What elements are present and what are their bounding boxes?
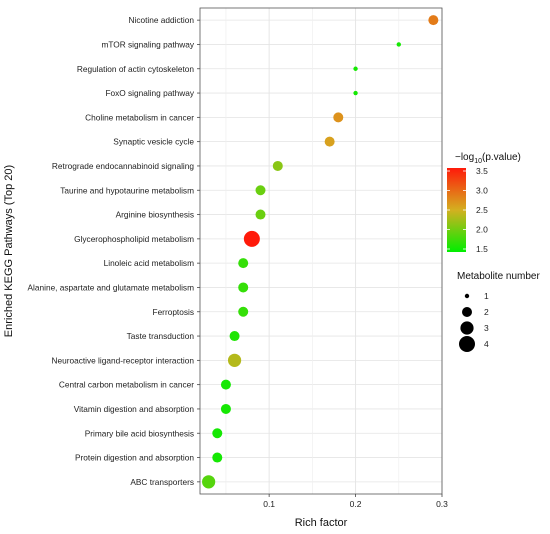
color-legend-label: 2.5 bbox=[476, 205, 488, 215]
size-legend-circle bbox=[464, 293, 470, 299]
size-legend-label: 1 bbox=[484, 291, 489, 301]
pathway-label: Choline metabolism in cancer bbox=[85, 112, 194, 122]
y-axis-labels: Nicotine addiction mTOR signaling pathway… bbox=[28, 15, 200, 487]
size-legend: Metabolite number 1 2 3 4 bbox=[457, 271, 540, 352]
data-point bbox=[333, 112, 344, 123]
size-legend-circle bbox=[462, 307, 472, 317]
size-legend-circle bbox=[459, 336, 475, 352]
size-legend-label: 3 bbox=[484, 323, 489, 333]
color-legend-label: 2.0 bbox=[476, 225, 488, 235]
pathway-label: Vitamin digestion and absorption bbox=[74, 404, 195, 414]
grid-layer bbox=[200, 8, 443, 494]
data-point bbox=[212, 452, 223, 463]
data-point bbox=[238, 282, 249, 293]
pathway-label: Taurine and hypotaurine metabolism bbox=[60, 185, 194, 195]
pathway-label: mTOR signaling pathway bbox=[101, 39, 194, 49]
pathway-label: Glycerophospholipid metabolism bbox=[74, 234, 194, 244]
pathway-label: ABC transporters bbox=[130, 477, 194, 487]
pathway-label: Ferroptosis bbox=[153, 307, 195, 317]
data-point bbox=[324, 136, 335, 147]
pathway-label: Primary bile acid biosynthesis bbox=[85, 428, 194, 438]
x-tick-label: 0.1 bbox=[263, 499, 275, 509]
data-point bbox=[255, 185, 266, 196]
color-legend-gradient-bar bbox=[447, 168, 466, 252]
pathway-label: Linoleic acid metabolism bbox=[104, 258, 194, 268]
data-point bbox=[353, 66, 358, 71]
points-layer bbox=[202, 15, 439, 489]
pathway-label: Nicotine addiction bbox=[129, 15, 195, 25]
pathway-label: Alanine, aspartate and glutamate metabol… bbox=[28, 282, 195, 292]
x-axis-ticks: 0.1 0.2 0.3 bbox=[263, 494, 448, 509]
color-legend-label: 3.5 bbox=[476, 166, 488, 176]
pathway-label: Taste transduction bbox=[127, 331, 195, 341]
data-point bbox=[243, 230, 260, 247]
data-point bbox=[229, 331, 240, 342]
pathway-label: FoxO signaling pathway bbox=[105, 88, 194, 98]
color-legend-label: 3.0 bbox=[476, 186, 488, 196]
data-point bbox=[238, 306, 249, 317]
pathway-label: Regulation of actin cytoskeleton bbox=[77, 64, 195, 74]
data-point bbox=[428, 15, 439, 26]
data-point bbox=[272, 160, 283, 171]
pathway-label: Central carbon metabolism in cancer bbox=[59, 380, 194, 390]
x-axis-title: Rich factor bbox=[295, 517, 348, 529]
data-point bbox=[220, 403, 231, 414]
data-point bbox=[396, 42, 401, 47]
pathway-label: Neuroactive ligand-receptor interaction bbox=[51, 355, 194, 365]
data-point bbox=[353, 90, 358, 96]
pathway-label: Retrograde endocannabinoid signaling bbox=[52, 161, 194, 171]
data-point bbox=[212, 428, 223, 439]
size-legend-label: 4 bbox=[484, 339, 489, 349]
data-point bbox=[220, 379, 231, 390]
data-point bbox=[227, 353, 242, 367]
plot-panel-border bbox=[199, 7, 443, 495]
color-legend: −log10(p.value) 3.5 3.0 2.5 2.0 1.5 bbox=[447, 152, 521, 254]
pathway-label: Synaptic vesicle cycle bbox=[113, 137, 194, 147]
x-tick-label: 0.2 bbox=[350, 499, 362, 509]
pathway-label: Arginine biosynthesis bbox=[116, 210, 194, 220]
plot-panel-background bbox=[200, 8, 442, 494]
data-point bbox=[255, 209, 266, 220]
color-legend-label: 1.5 bbox=[476, 244, 488, 254]
data-point bbox=[202, 475, 216, 489]
size-legend-title: Metabolite number bbox=[457, 271, 540, 282]
color-legend-title: −log10(p.value) bbox=[455, 152, 521, 165]
data-point bbox=[238, 258, 249, 269]
x-tick-label: 0.3 bbox=[436, 499, 448, 509]
size-legend-label: 2 bbox=[484, 307, 489, 317]
pathway-label: Protein digestion and absorption bbox=[75, 453, 194, 463]
size-legend-circle bbox=[460, 321, 474, 335]
y-axis-title: Enriched KEGG Pathways (Top 20) bbox=[3, 165, 15, 337]
